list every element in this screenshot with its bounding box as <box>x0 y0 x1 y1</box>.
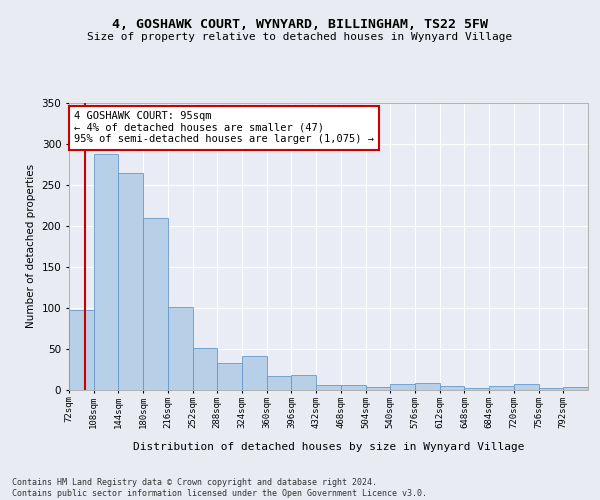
Text: Size of property relative to detached houses in Wynyard Village: Size of property relative to detached ho… <box>88 32 512 42</box>
Text: Contains HM Land Registry data © Crown copyright and database right 2024.
Contai: Contains HM Land Registry data © Crown c… <box>12 478 427 498</box>
Bar <box>94 154 118 390</box>
Bar <box>193 348 217 390</box>
Bar <box>267 376 292 390</box>
Y-axis label: Number of detached properties: Number of detached properties <box>26 164 36 328</box>
Bar <box>242 356 267 390</box>
Bar <box>390 384 415 390</box>
Bar <box>316 385 341 390</box>
Bar <box>514 384 539 390</box>
Bar <box>168 307 193 390</box>
Bar <box>563 386 588 390</box>
Bar <box>118 173 143 390</box>
Bar <box>341 385 365 390</box>
Bar <box>489 386 514 390</box>
Bar <box>440 386 464 390</box>
Bar <box>415 382 440 390</box>
Bar <box>217 363 242 390</box>
Text: 4 GOSHAWK COURT: 95sqm
← 4% of detached houses are smaller (47)
95% of semi-deta: 4 GOSHAWK COURT: 95sqm ← 4% of detached … <box>74 111 374 144</box>
Bar <box>464 388 489 390</box>
Bar <box>69 310 94 390</box>
Text: Distribution of detached houses by size in Wynyard Village: Distribution of detached houses by size … <box>133 442 524 452</box>
Text: 4, GOSHAWK COURT, WYNYARD, BILLINGHAM, TS22 5FW: 4, GOSHAWK COURT, WYNYARD, BILLINGHAM, T… <box>112 18 488 30</box>
Bar <box>539 388 563 390</box>
Bar <box>292 375 316 390</box>
Bar <box>143 218 168 390</box>
Bar <box>365 386 390 390</box>
